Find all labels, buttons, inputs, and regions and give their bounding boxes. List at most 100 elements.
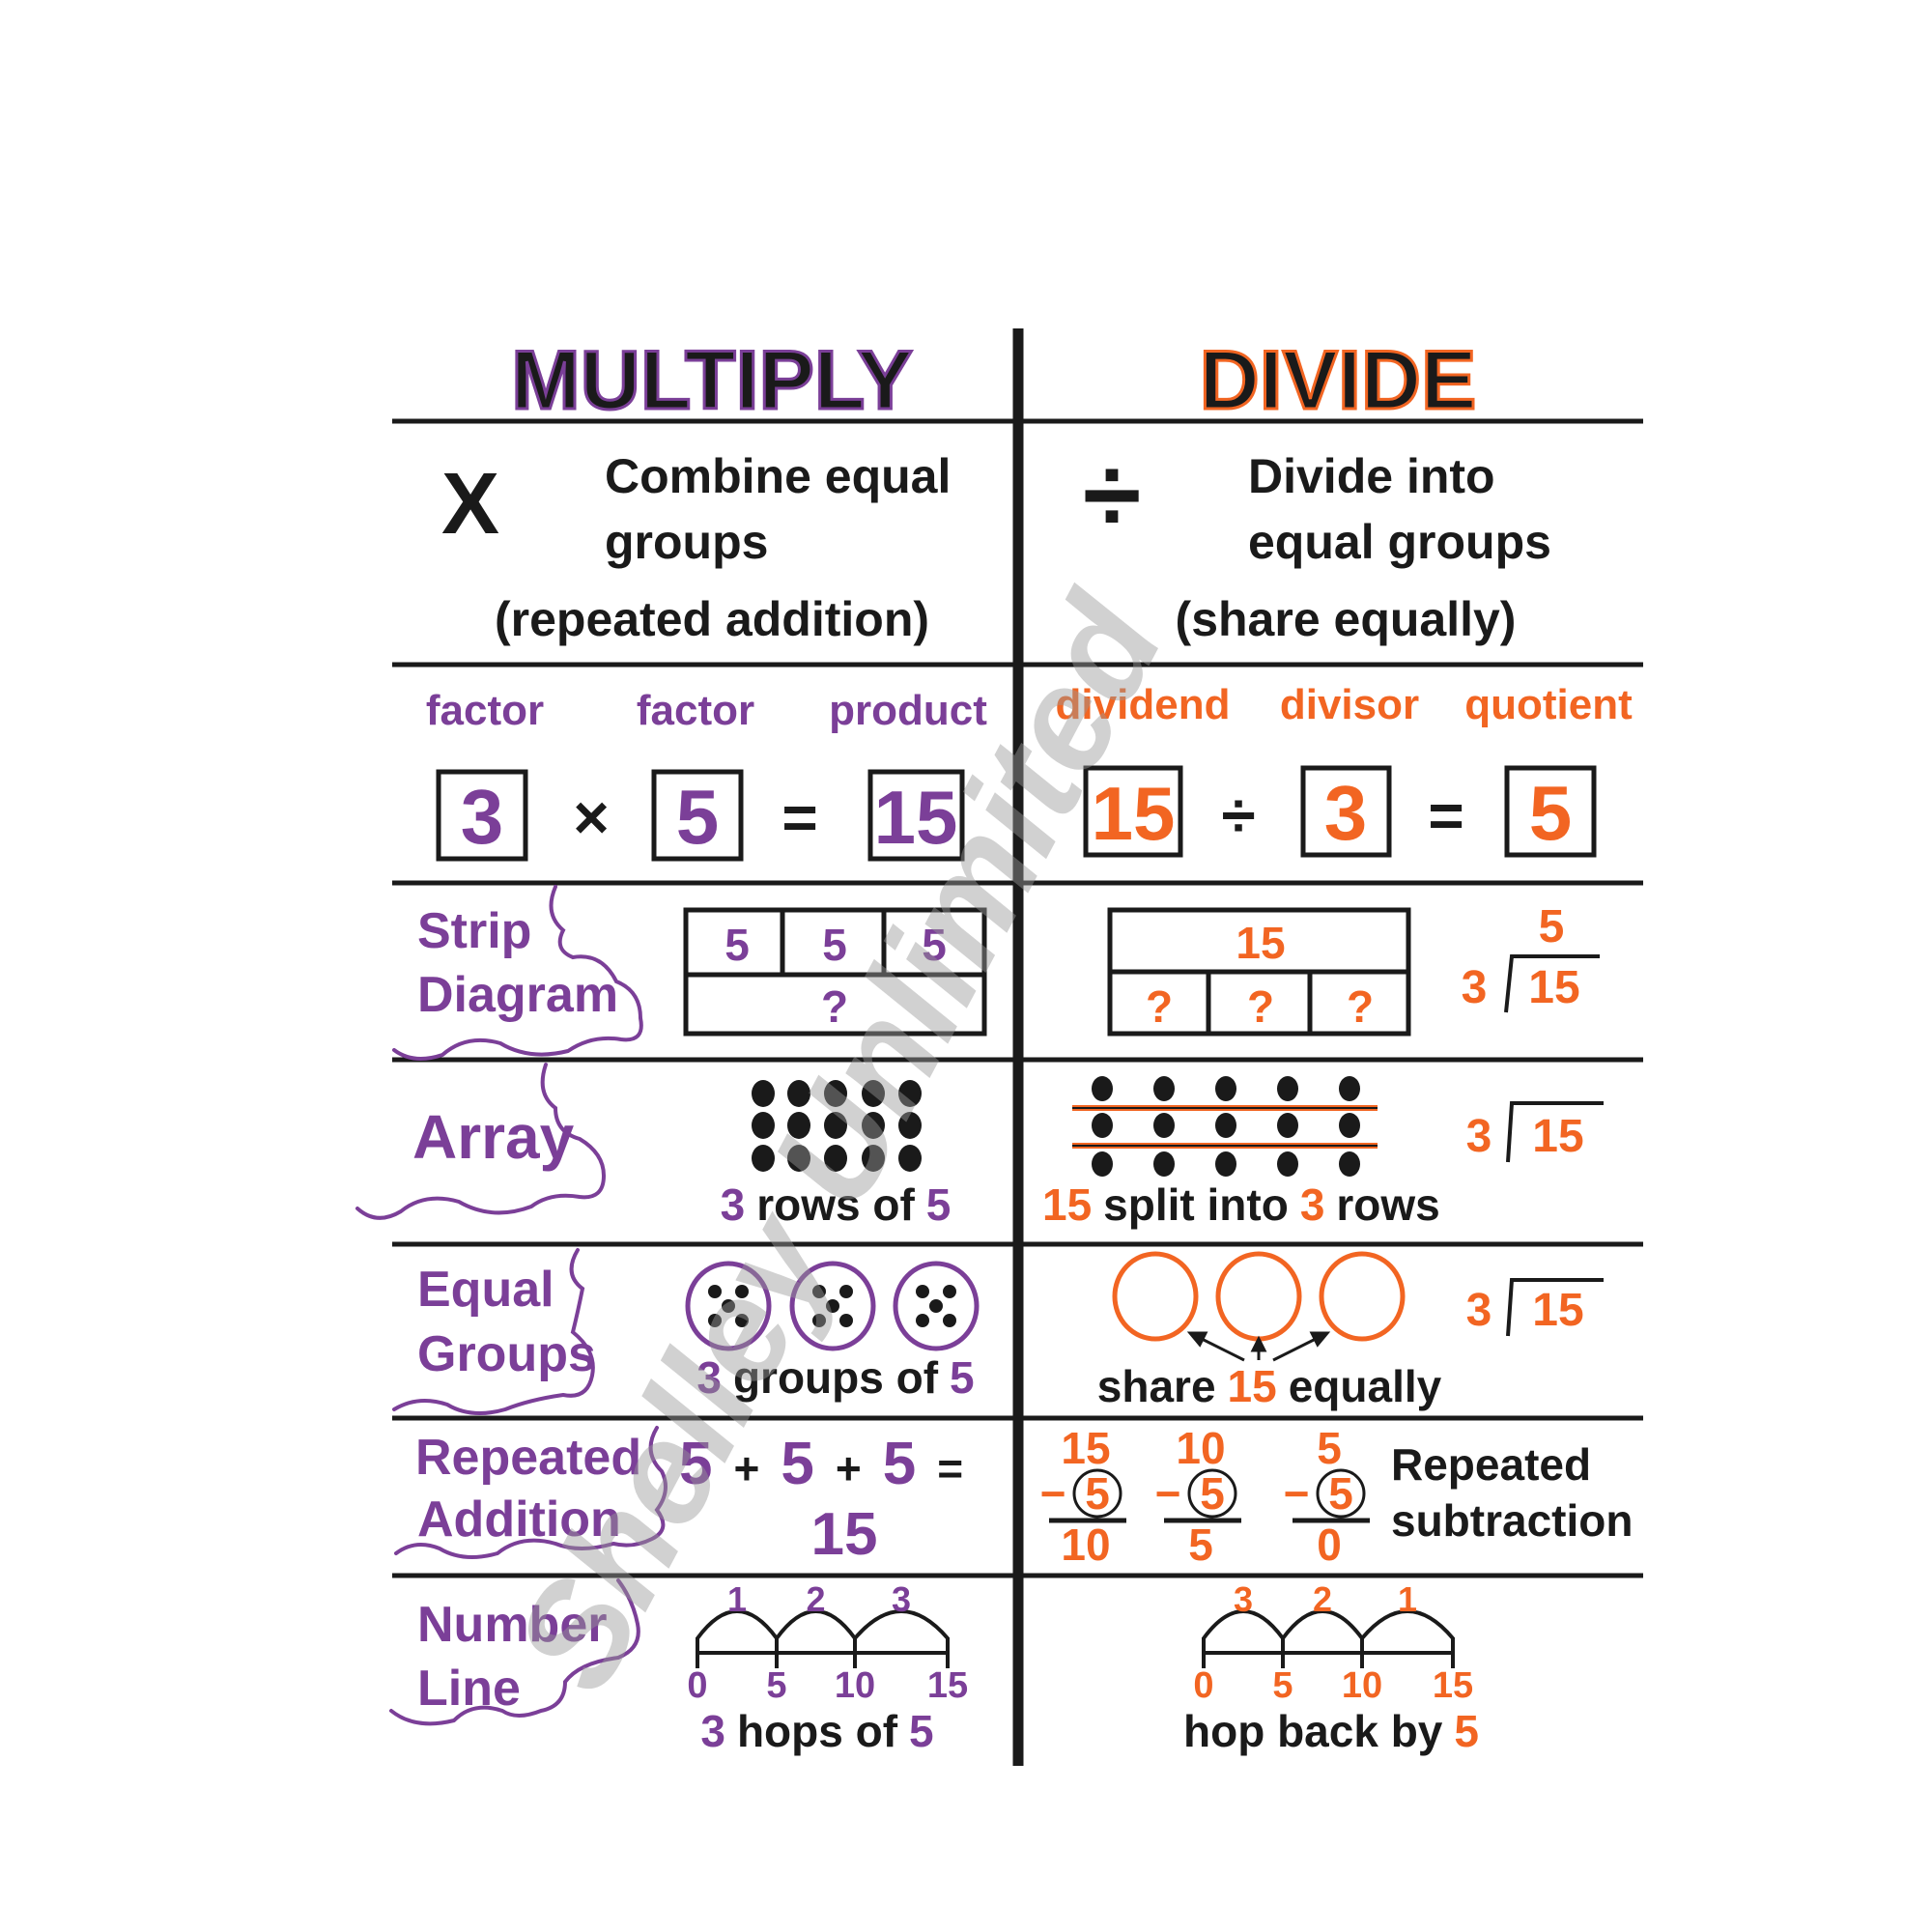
groups-multiply-caption: 3 groups of 5	[696, 1352, 974, 1403]
divisor-box	[1300, 765, 1392, 858]
array-dot	[1277, 1076, 1298, 1101]
caption-text: groups of	[733, 1352, 939, 1403]
array-dot	[1215, 1076, 1236, 1101]
caption-number: 5	[926, 1179, 952, 1230]
multiply-definition-line2: groups	[605, 515, 768, 569]
dividend-box	[1083, 765, 1183, 858]
table-rules	[392, 328, 1643, 1766]
array-dot	[1215, 1151, 1236, 1177]
vocab-divisor: divisor	[1280, 681, 1419, 728]
times-sign: ×	[573, 782, 609, 852]
array-dot	[1092, 1151, 1113, 1177]
divide-note: (share equally)	[1176, 592, 1517, 646]
numberline-label-bracket	[389, 1578, 640, 1726]
array-dot	[898, 1112, 922, 1139]
group-dot	[735, 1285, 749, 1298]
repeated-label-1: Repeated	[415, 1430, 641, 1486]
factor-box-2	[651, 769, 744, 862]
product-box	[867, 769, 965, 862]
group-circle	[893, 1261, 980, 1351]
repeated-addition-expression: 5 +5 +5 =	[679, 1431, 963, 1497]
repeated-addition-sum: 15	[811, 1501, 878, 1568]
divide-sign: ÷	[1221, 781, 1255, 850]
long-division-bracket	[1506, 1278, 1604, 1337]
caption-text: split into	[1103, 1179, 1289, 1230]
caption-number: 3	[1300, 1179, 1325, 1230]
caption-number: 15	[1228, 1361, 1277, 1411]
repeated-label-2: Addition	[417, 1492, 621, 1548]
array-dot	[1277, 1151, 1298, 1177]
group-dot	[708, 1314, 722, 1327]
array-label-bracket	[355, 1063, 607, 1220]
array-dot	[1092, 1113, 1113, 1138]
divide-number-line: 0 5 10 15 3 2 1	[1193, 1579, 1473, 1706]
minus-sign: −	[1284, 1468, 1310, 1519]
group-dot	[812, 1314, 826, 1327]
minus-sign: −	[1040, 1468, 1066, 1519]
caption-text: rows	[1336, 1179, 1439, 1230]
group-dot	[826, 1299, 839, 1313]
hop-label: 3	[892, 1579, 911, 1619]
caption-text: share	[1097, 1361, 1216, 1411]
number-line-tick-label: 10	[835, 1665, 875, 1706]
group-circle	[1319, 1251, 1406, 1342]
long-division-strip: 5 3 15	[1462, 901, 1600, 1013]
strip-part: 5	[922, 920, 947, 970]
divide-groups	[1112, 1251, 1406, 1362]
hop-arc	[1202, 1609, 1285, 1640]
divide-definition-line1: Divide into	[1248, 449, 1495, 503]
multiply-array-dots	[752, 1080, 922, 1172]
group-circle	[685, 1261, 772, 1351]
array-dot	[1153, 1076, 1175, 1101]
hop-label: 3	[1234, 1579, 1253, 1619]
array-multiply-caption: 3 rows of 5	[721, 1179, 952, 1230]
groups-label-1: Equal	[417, 1262, 554, 1318]
strip-label-bracket	[392, 885, 643, 1061]
quotient-value: 5	[1529, 770, 1573, 856]
multiply-strip-diagram: 5 5 5 ?	[683, 907, 987, 1037]
array-dot	[1339, 1113, 1360, 1138]
group-dot	[722, 1299, 735, 1313]
factor-1-value: 3	[461, 774, 504, 860]
circle-icon	[1072, 1468, 1122, 1519]
multiply-title: MULTIPLY	[511, 334, 913, 427]
array-dot	[862, 1145, 885, 1172]
group-dot	[916, 1285, 929, 1298]
factor-box-1	[436, 769, 528, 862]
divide-strip-diagram: 15 ? ? ?	[1107, 907, 1411, 1037]
group-circle	[789, 1261, 876, 1351]
group-dot	[943, 1314, 956, 1327]
number-line-tick-label: 10	[1342, 1665, 1382, 1706]
vocab-quotient: quotient	[1464, 681, 1633, 728]
repeated-subtraction-label-2: subtraction	[1391, 1495, 1633, 1546]
group-dot	[839, 1314, 853, 1327]
array-dot	[1339, 1076, 1360, 1101]
hop-label: 1	[1398, 1579, 1417, 1619]
subtraction-subtrahend: 5	[1085, 1468, 1110, 1519]
numberline-label-2: Line	[417, 1661, 521, 1717]
quotient-box	[1504, 765, 1597, 858]
numberline-label-1: Number	[417, 1597, 607, 1653]
multiply-number-line: 0 5 10 15 1 2 3	[687, 1579, 968, 1706]
strip-part: 5	[724, 920, 750, 970]
long-division-bracket	[1504, 954, 1600, 1013]
array-dot	[898, 1145, 922, 1172]
group-dot	[708, 1285, 722, 1298]
array-dot	[1092, 1076, 1113, 1101]
array-dot	[752, 1145, 775, 1172]
numberline-divide-caption: hop back by 5	[1183, 1706, 1479, 1756]
multiply-symbol-icon: X	[441, 456, 499, 553]
hop-arc	[1281, 1609, 1364, 1640]
divide-array-dots	[1092, 1076, 1360, 1177]
equals-sign: =	[781, 782, 817, 852]
array-dot	[898, 1080, 922, 1107]
hop-arc	[1360, 1609, 1455, 1640]
caption-text: equally	[1289, 1361, 1442, 1411]
circle-icon	[1187, 1468, 1237, 1519]
strip-box	[683, 907, 987, 1037]
hop-label: 2	[1313, 1579, 1332, 1619]
group-dot	[916, 1314, 929, 1327]
group-circle	[1215, 1251, 1302, 1342]
